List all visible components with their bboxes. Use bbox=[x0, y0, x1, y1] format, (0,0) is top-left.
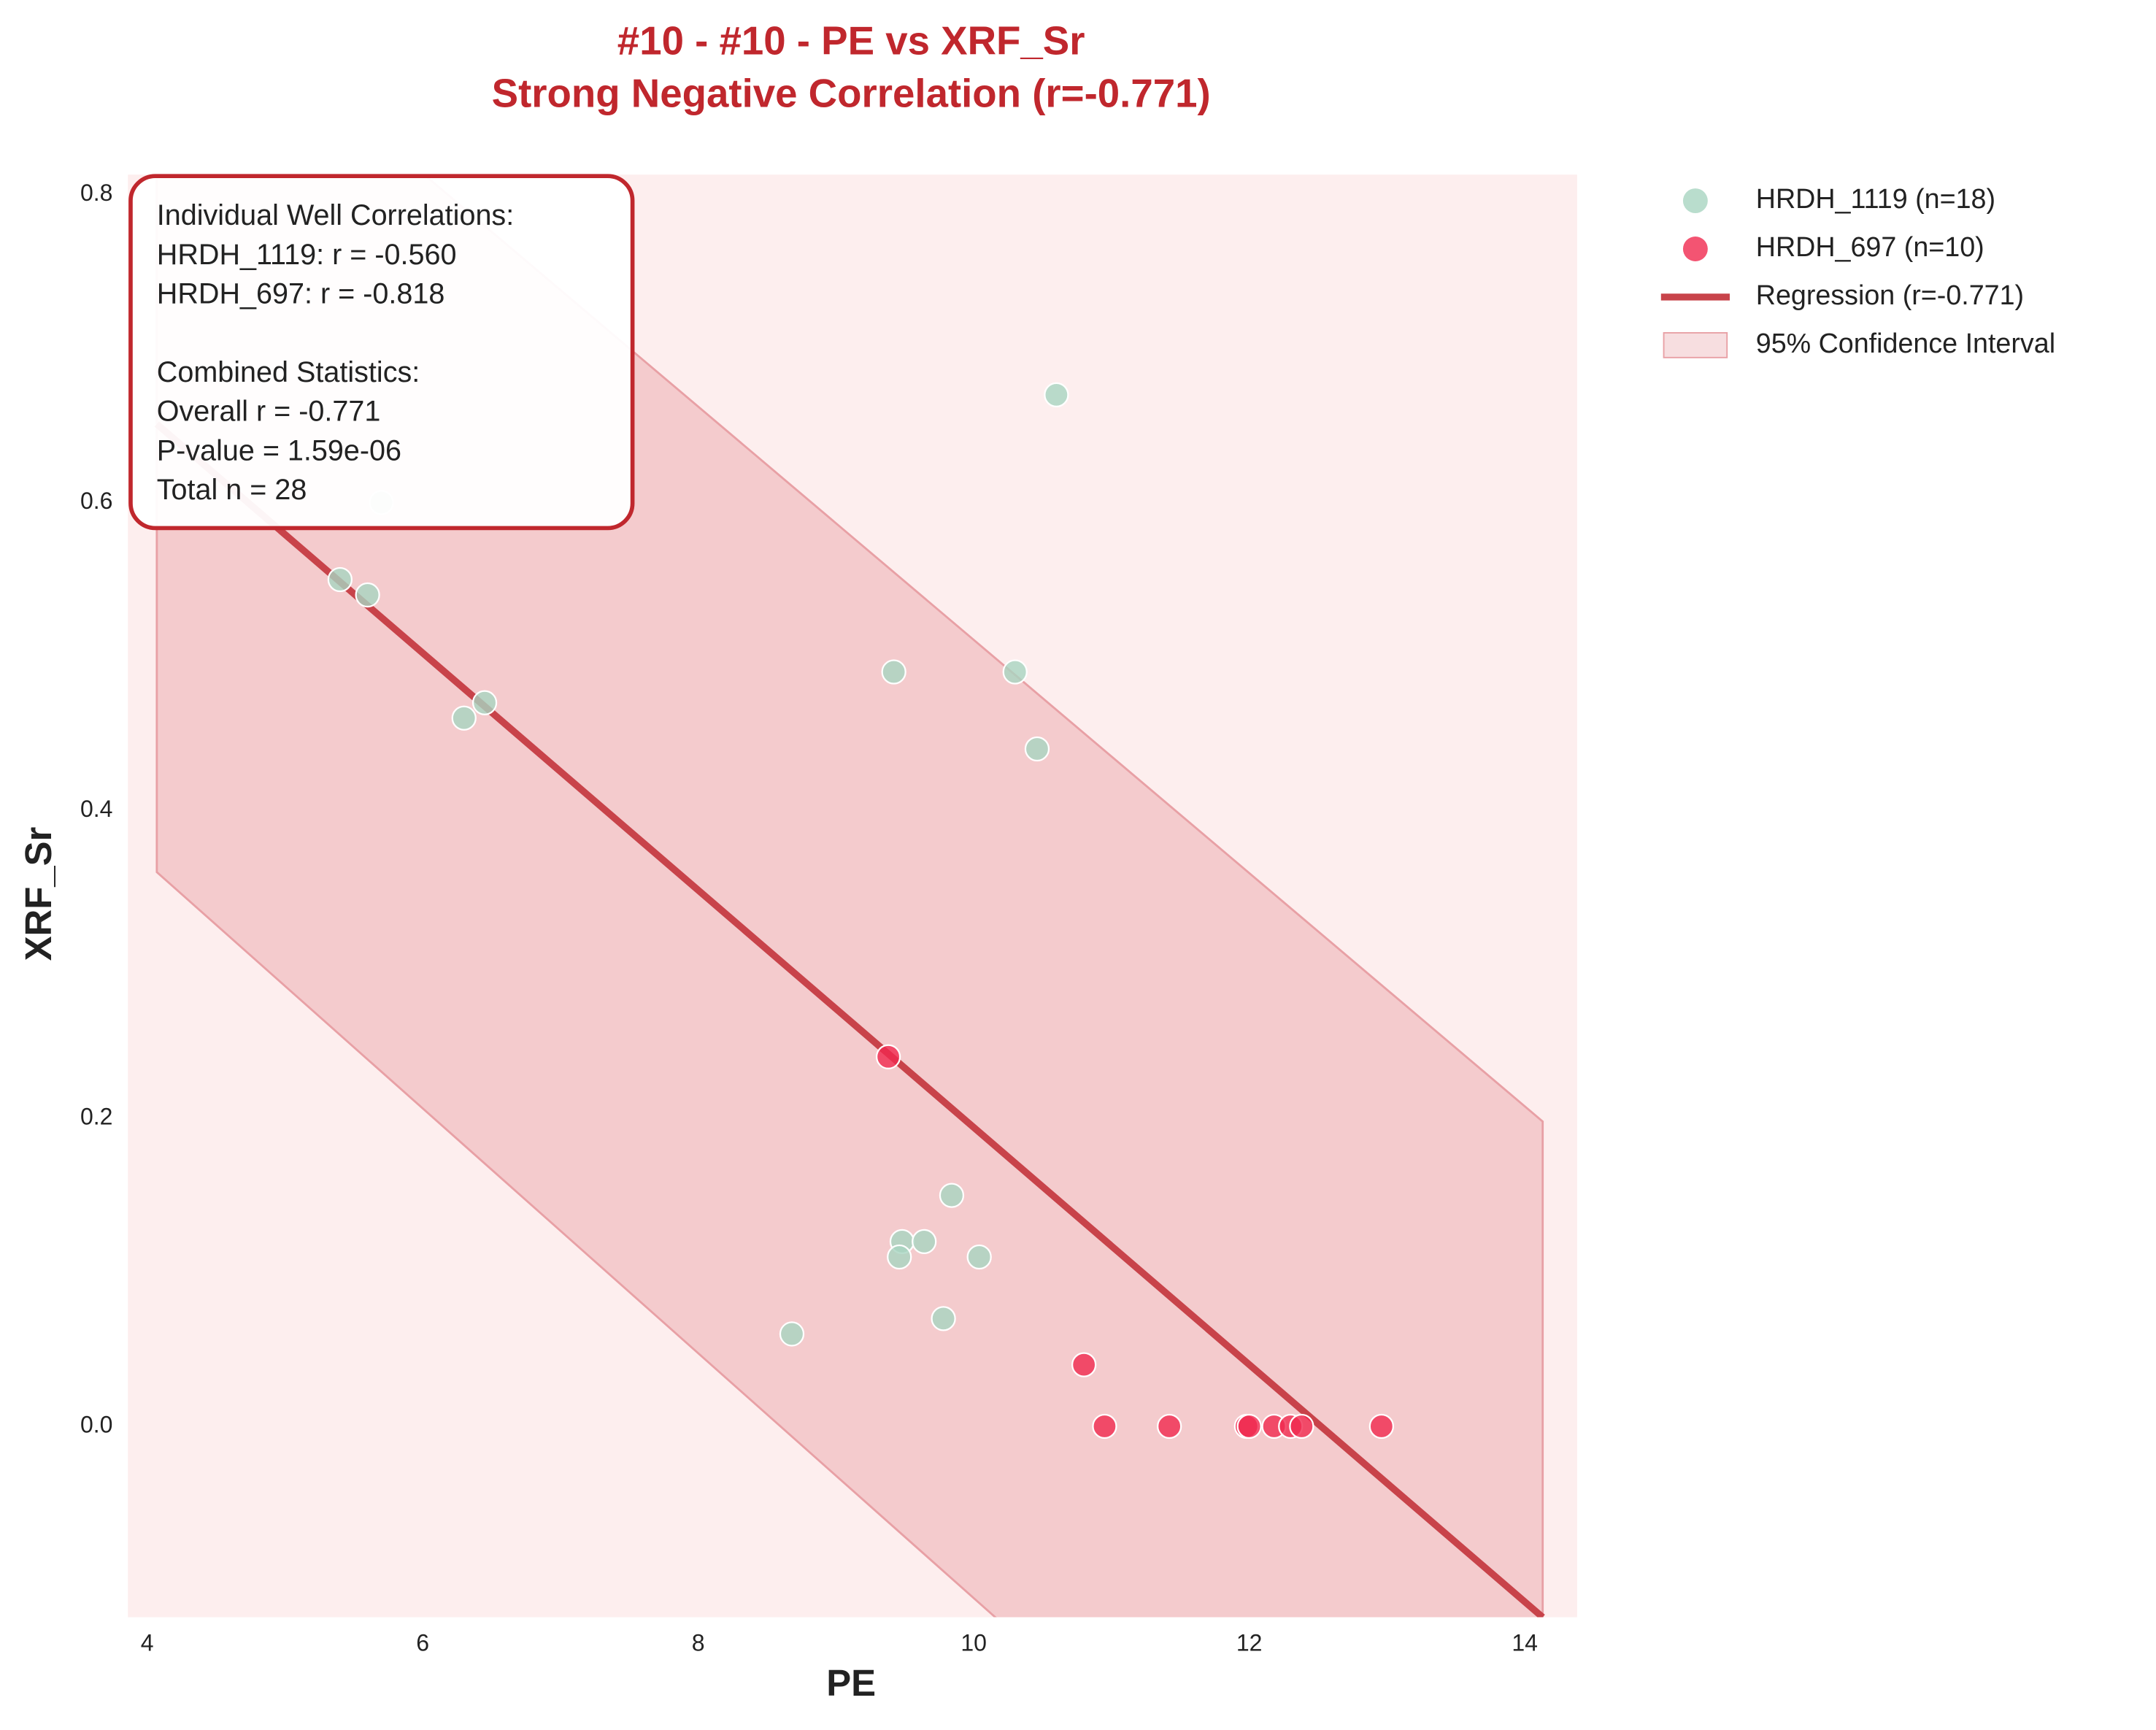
x-tick-label: 14 bbox=[1512, 1630, 1538, 1656]
point bbox=[1368, 1413, 1394, 1439]
chart-title: #10 - #10 - PE vs XRF_Sr bbox=[617, 19, 1085, 64]
legend-marker bbox=[1682, 188, 1708, 214]
confidence-band bbox=[155, 174, 1544, 1618]
point bbox=[1024, 736, 1050, 762]
legend-marker bbox=[1682, 237, 1708, 261]
annotation-box bbox=[128, 174, 635, 531]
point bbox=[881, 659, 906, 685]
legend-label: Regression (r=-0.771) bbox=[1756, 280, 2024, 310]
point bbox=[1092, 1413, 1117, 1439]
annotation: Individual Well Correlations: HRDH_1119: … bbox=[128, 174, 635, 531]
y-tick-label: 0.0 bbox=[80, 1411, 113, 1437]
y-tick-label: 0.8 bbox=[80, 180, 113, 206]
annotation-line: Overall r = -0.771 bbox=[157, 396, 381, 428]
x-axis-label: PE bbox=[826, 1662, 876, 1704]
legend: HRDH_1119 (n=18) HRDH_697 (n=10) Regressio… bbox=[1660, 183, 2055, 358]
x-tick-label: 6 bbox=[416, 1630, 429, 1656]
legend-label: 95% Confidence Interval bbox=[1756, 328, 2055, 358]
point bbox=[1157, 1413, 1182, 1439]
annotation-line: Combined Statistics: bbox=[157, 356, 420, 388]
x-tick-label: 8 bbox=[692, 1630, 705, 1656]
y-tick-label: 0.4 bbox=[80, 796, 113, 822]
legend-label: HRDH_697 (n=10) bbox=[1756, 231, 1984, 262]
y-tick-label: 0.2 bbox=[80, 1104, 113, 1130]
point bbox=[887, 1244, 912, 1270]
point bbox=[912, 1229, 937, 1255]
x-tick-label: 4 bbox=[141, 1630, 154, 1656]
point bbox=[471, 690, 498, 715]
point bbox=[779, 1321, 805, 1347]
x-tick-label: 12 bbox=[1236, 1630, 1263, 1656]
annotation-line: HRDH_1119: r = -0.560 bbox=[157, 239, 457, 271]
point bbox=[875, 1044, 901, 1069]
regression-line bbox=[154, 421, 1545, 1618]
annotation-line: Individual Well Correlations: bbox=[157, 199, 514, 231]
y-tick-label: 0.6 bbox=[80, 488, 113, 514]
point bbox=[1236, 1413, 1262, 1439]
point bbox=[1044, 382, 1069, 408]
point bbox=[1071, 1352, 1097, 1377]
annotation-line: HRDH_697: r = -0.818 bbox=[157, 278, 445, 310]
annotation-line: Total n = 28 bbox=[157, 474, 307, 506]
point bbox=[1002, 659, 1028, 685]
legend-marker bbox=[1663, 331, 1728, 358]
point bbox=[966, 1244, 992, 1270]
point bbox=[355, 582, 380, 608]
point bbox=[931, 1306, 956, 1331]
point bbox=[327, 566, 353, 593]
point bbox=[1289, 1413, 1314, 1439]
x-tick-label: 10 bbox=[960, 1630, 987, 1656]
point bbox=[939, 1183, 965, 1208]
y-axis-label: XRF_Sr bbox=[18, 827, 59, 961]
legend-label: HRDH_1119 (n=18) bbox=[1756, 183, 1995, 214]
annotation-line: P-value = 1.59e-06 bbox=[157, 434, 401, 466]
point bbox=[451, 705, 477, 731]
chart-subtitle: Strong Negative Correlation (r=-0.771) bbox=[492, 71, 1211, 115]
